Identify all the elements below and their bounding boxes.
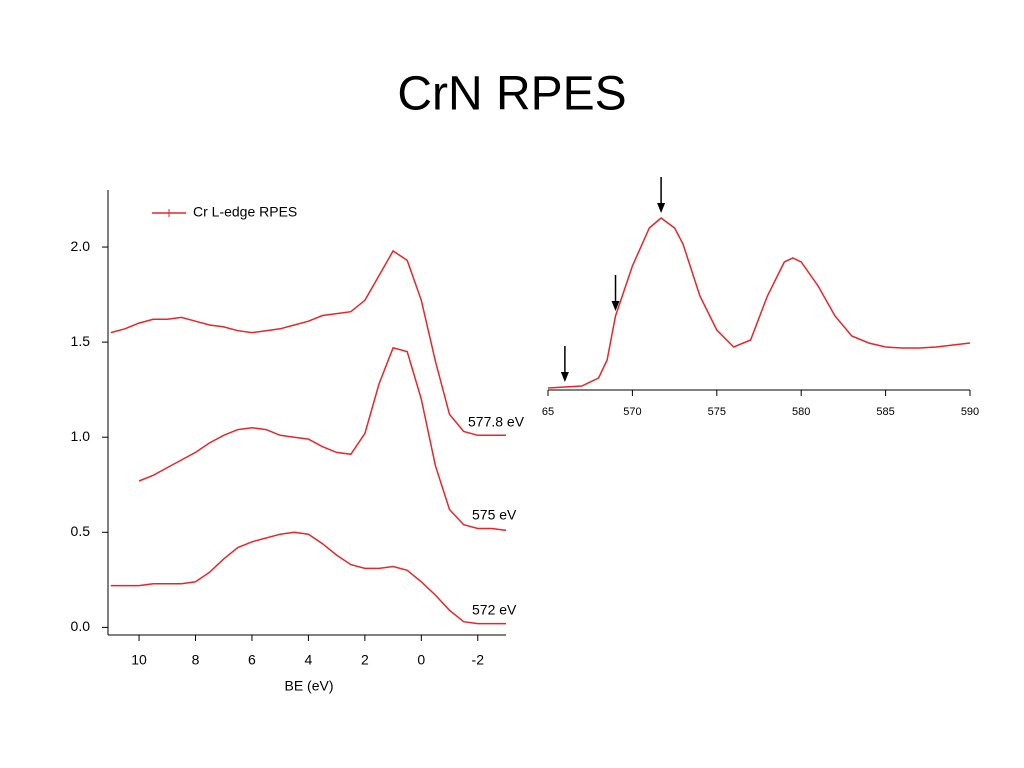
series-label: 575 eV — [472, 507, 517, 523]
x-tick-label: 10 — [131, 652, 147, 668]
arrow-head — [560, 372, 569, 382]
arrow — [657, 177, 666, 213]
x-tick-label: 570 — [623, 406, 641, 418]
x-tick-label: 65 — [542, 406, 554, 418]
data-line — [547, 217, 971, 389]
x-tick-label: 575 — [708, 406, 726, 418]
arrow — [611, 275, 620, 311]
y-tick-label: 1.0 — [71, 428, 91, 444]
x-tick-label: -2 — [472, 652, 485, 668]
x-tick-label: 0 — [417, 652, 425, 668]
slide-title: CrN RPES — [397, 68, 626, 121]
series-label: 572 eV — [472, 602, 517, 618]
arrow-head — [657, 203, 666, 213]
x-tick-label: 580 — [792, 406, 810, 418]
series-label: 577.8 eV — [468, 414, 525, 430]
x-tick-label: 585 — [876, 406, 894, 418]
data-line — [110, 531, 506, 625]
data-line — [138, 346, 507, 532]
x-axis-label: BE (eV) — [284, 678, 333, 694]
arrow-head — [611, 301, 620, 311]
y-tick-label: 2.0 — [71, 238, 91, 254]
data-line — [110, 249, 506, 437]
y-tick-label: 0.5 — [71, 523, 91, 539]
x-tick-label: 4 — [305, 652, 313, 668]
arrow — [560, 346, 569, 382]
x-tick-label: 6 — [248, 652, 256, 668]
y-tick-label: 0.0 — [71, 618, 91, 634]
legend-label: Cr L-edge RPES — [193, 204, 297, 220]
y-tick-label: 1.5 — [71, 333, 91, 349]
x-tick-label: 2 — [361, 652, 369, 668]
x-tick-label: 8 — [192, 652, 200, 668]
x-tick-label: 590 — [961, 406, 979, 418]
